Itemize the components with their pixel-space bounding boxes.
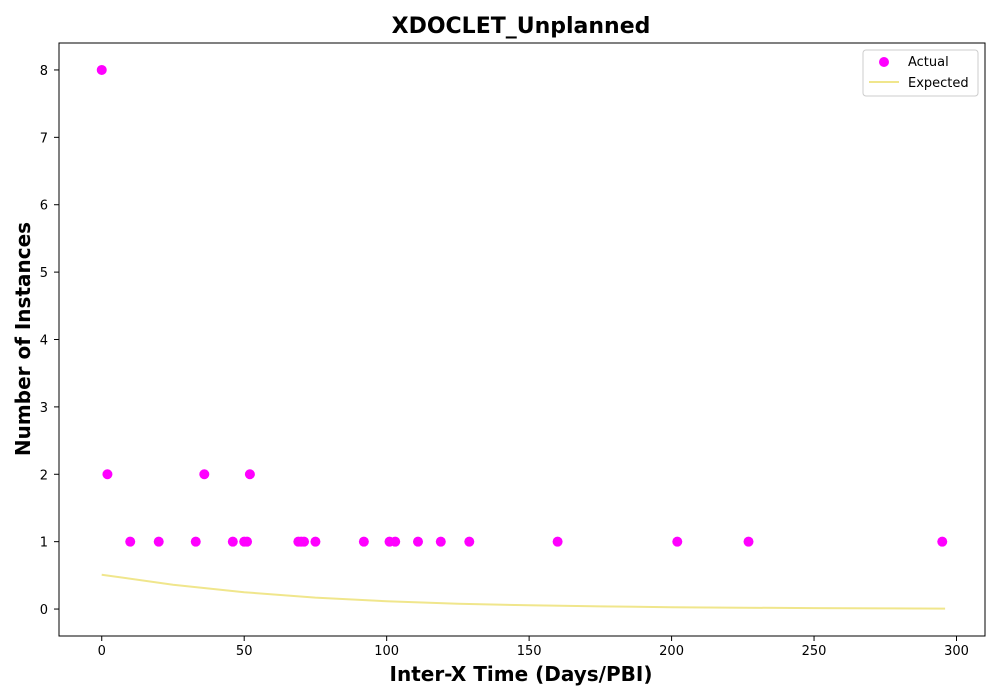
- actual-point: [743, 536, 754, 547]
- actual-point: [435, 536, 446, 547]
- actual-point: [299, 536, 310, 547]
- y-axis-label: Number of Instances: [11, 222, 35, 456]
- plot-area: [58, 42, 986, 637]
- expected-line: [101, 573, 946, 610]
- x-axis-ticks: 0 50 100 150 200 250 300: [98, 636, 969, 659]
- actual-point: [242, 536, 253, 547]
- y-tick-label: 2: [40, 468, 48, 483]
- legend-frame: [862, 49, 979, 97]
- y-tick-label: 0: [40, 603, 48, 618]
- actual-point: [937, 536, 948, 547]
- x-tick-label: 50: [236, 644, 253, 659]
- x-tick-label: 300: [944, 644, 969, 659]
- y-axis-ticks: 0 1 2 3 4 5 6 7 8: [40, 64, 59, 618]
- y-tick-label: 3: [40, 401, 48, 416]
- y-tick-label: 1: [40, 536, 48, 551]
- actual-point: [310, 536, 321, 547]
- actual-point: [358, 536, 369, 547]
- plot-frame: [58, 42, 986, 637]
- x-tick-label: 250: [802, 644, 827, 659]
- x-axis-label: Inter-X Time (Days/PBI): [390, 662, 653, 686]
- y-tick-label: 4: [40, 334, 48, 349]
- actual-point: [96, 64, 107, 75]
- actual-point: [153, 536, 164, 547]
- legend: Actual Expected: [862, 49, 979, 97]
- actual-point: [413, 536, 424, 547]
- actual-point: [672, 536, 683, 547]
- actual-point: [227, 536, 238, 547]
- x-tick-label: 100: [374, 644, 399, 659]
- x-tick-label: 0: [98, 644, 106, 659]
- y-tick-label: 5: [40, 266, 48, 281]
- y-tick-label: 8: [40, 64, 48, 79]
- legend-label-expected: Expected: [908, 76, 969, 91]
- actual-point: [125, 536, 136, 547]
- chart-title: XDOCLET_Unplanned: [392, 14, 651, 39]
- actual-point: [390, 536, 401, 547]
- actual-point: [244, 469, 255, 480]
- actual-point: [102, 469, 113, 480]
- legend-label-actual: Actual: [908, 55, 949, 70]
- actual-point: [199, 469, 210, 480]
- x-tick-label: 150: [517, 644, 542, 659]
- y-tick-label: 7: [40, 131, 48, 146]
- y-tick-label: 6: [40, 199, 48, 214]
- x-tick-label: 200: [659, 644, 684, 659]
- actual-point: [190, 536, 201, 547]
- actual-point: [464, 536, 475, 547]
- actual-point: [552, 536, 563, 547]
- legend-marker-actual: [879, 57, 889, 67]
